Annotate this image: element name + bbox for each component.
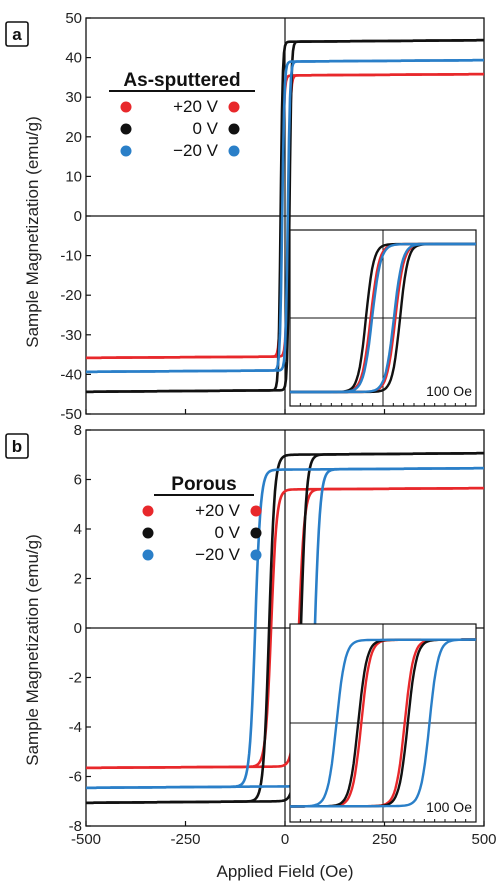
inset-scale-label: 100 Oe [426,383,472,399]
legend-marker-left [142,527,154,539]
inset-series-line-2-ascending [290,638,476,808]
legend-label: 0 V [214,523,240,542]
inset-scale-label: 100 Oe [426,799,472,815]
y-axis-label-b: Sample Magnetization (emu/g) [23,534,42,766]
inset-series-line-2-descending [290,242,476,394]
y-tick-label: 20 [65,129,82,146]
legend-label: 0 V [192,119,218,138]
series-line-0-descending [86,486,484,770]
legend-marker-left [120,101,132,113]
legend-marker-left [142,549,154,561]
legend-label: +20 V [173,97,219,116]
legend-marker-right [250,505,262,517]
y-tick-label: 40 [65,50,82,67]
legend-marker-right [250,527,262,539]
legend-marker-right [250,549,262,561]
y-tick-label: -2 [69,670,82,687]
y-tick-label: -40 [60,366,82,383]
y-tick-label: 50 [65,10,82,27]
panel-letter-box [5,433,29,459]
series-line-2-descending [86,58,484,374]
legend-marker-left [142,505,154,517]
y-tick-label: 10 [65,168,82,185]
legend-marker-right [228,145,240,157]
legend-label: −20 V [195,545,241,564]
x-tick-label: 500 [471,831,496,848]
panel-letter: b [12,437,22,456]
legend-marker-right [228,123,240,135]
y-tick-label: -50 [60,406,82,423]
inset-series-line-2-descending [290,638,476,808]
x-tick-label: -250 [170,831,200,848]
y-tick-label: 30 [65,89,82,106]
legend-title: Porous [171,474,236,495]
x-tick-label: 250 [372,831,397,848]
x-tick-label: -500 [71,831,101,848]
y-tick-label: -20 [60,287,82,304]
y-tick-label: -10 [60,248,82,265]
y-tick-label: -30 [60,327,82,344]
legend-label: −20 V [173,141,219,160]
y-tick-label: -6 [69,769,82,786]
legend: As-sputtered +20 V 0 V −20 V [109,70,255,160]
panel-letter: a [12,25,22,44]
y-tick-label: 0 [74,208,82,225]
y-axis-label-a: Sample Magnetization (emu/g) [23,116,42,348]
y-tick-label: 4 [74,521,82,538]
y-tick-label: -4 [69,719,82,736]
legend-marker-right [228,101,240,113]
legend-label: +20 V [195,501,241,520]
x-tick-label: 0 [281,831,289,848]
y-tick-label: 6 [74,472,82,489]
y-tick-label: -8 [69,818,82,835]
legend: Porous +20 V 0 V −20 V [142,474,262,564]
y-tick-label: 8 [74,422,82,439]
legend-title: As-sputtered [123,70,240,91]
series-line-1-descending [86,38,484,394]
panel-a: 50 40 30 20 10 0 -10 -20 -30 -40 -50 100 Oe a As-sput… [5,10,485,423]
legend-marker-left [120,123,132,135]
series-line-1-descending [86,451,484,805]
series-line-2-descending [86,466,484,790]
panel-letter-box [5,21,29,47]
y-tick-label: 0 [74,620,82,637]
panel-b: 8 6 4 2 0 -2 -4 -6 -8-500 -250 0 250 500 100 Oe b Porou… [5,422,497,848]
y-tick-label: 2 [74,571,82,588]
x-axis-label: Applied Field (Oe) [216,862,353,881]
legend-marker-left [120,145,132,157]
